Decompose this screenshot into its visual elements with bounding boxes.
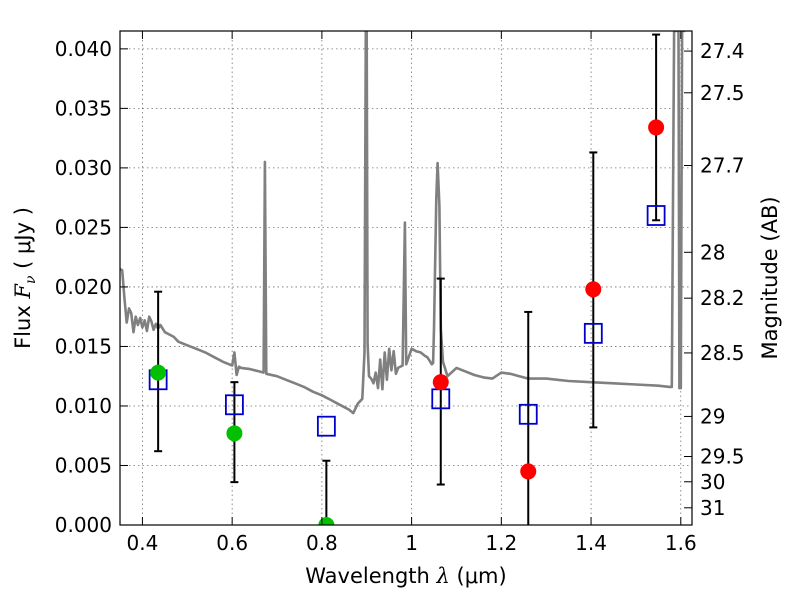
- model-sed-line: [120, 31, 686, 415]
- y-axis-label: Flux Fν ( μJy ): [11, 207, 39, 349]
- model-photometry-square: [224, 394, 244, 416]
- detection-point: [432, 374, 449, 391]
- plot-frame: [119, 30, 693, 526]
- y-tick-label: 0.005: [55, 453, 112, 477]
- magnitude-tick-label: 27.4: [700, 39, 745, 63]
- right-axis-label: Magnitude (AB): [758, 196, 782, 359]
- y-tick-label: 0.000: [55, 513, 112, 537]
- magnitude-tick-label: 28.2: [700, 286, 745, 310]
- y-tick-label: 0.030: [55, 156, 112, 180]
- x-tick-label: 0.8: [306, 531, 338, 555]
- magnitude-tick-label: 29.5: [700, 444, 745, 468]
- axis-ticks: [120, 31, 692, 526]
- magnitude-tick-label: 30: [700, 470, 725, 494]
- magnitude-tick-label: 27.7: [700, 153, 745, 177]
- y-tick-label: 0.015: [55, 334, 112, 358]
- detection-points: [150, 119, 665, 525]
- x-axis-tick-labels: 0.4 0.6 0.8 1 1.2 1.4 1.6: [127, 531, 697, 555]
- detection-point: [150, 364, 167, 381]
- x-tick-label: 1: [405, 531, 418, 555]
- model-photometry-square: [316, 415, 336, 437]
- x-tick-label: 0.4: [127, 531, 159, 555]
- detection-point: [226, 425, 243, 442]
- y-tick-label: 0.020: [55, 275, 112, 299]
- magnitude-tick-label: 28: [700, 240, 725, 264]
- x-tick-label: 0.6: [216, 531, 248, 555]
- magnitude-tick-label: 31: [700, 496, 725, 520]
- y-tick-label: 0.035: [55, 96, 112, 120]
- model-photometry-squares: [148, 205, 666, 437]
- magnitude-tick-label: 29: [700, 404, 725, 428]
- model-photometry-square: [583, 322, 603, 344]
- error-bars: [154, 33, 661, 525]
- y-tick-label: 0.040: [55, 37, 112, 61]
- detection-point: [520, 463, 537, 480]
- plot-area: [120, 31, 686, 525]
- x-axis-label: Wavelength λ (μm): [305, 564, 506, 588]
- y-tick-label: 0.010: [55, 394, 112, 418]
- x-tick-label: 1.4: [575, 531, 607, 555]
- model-photometry-square: [518, 403, 538, 425]
- y-axis-tick-labels: 0.000 0.005 0.010 0.015 0.020 0.025 0.030 0.035…: [55, 37, 112, 537]
- magnitude-tick-label: 27.5: [700, 81, 745, 105]
- detection-point: [648, 119, 665, 136]
- y-tick-label: 0.025: [55, 215, 112, 239]
- model-photometry-square: [646, 205, 666, 226]
- x-tick-label: 1.2: [485, 531, 517, 555]
- x-tick-label: 1.6: [665, 531, 697, 555]
- magnitude-tick-label: 28.5: [700, 341, 745, 365]
- detection-point: [585, 281, 602, 298]
